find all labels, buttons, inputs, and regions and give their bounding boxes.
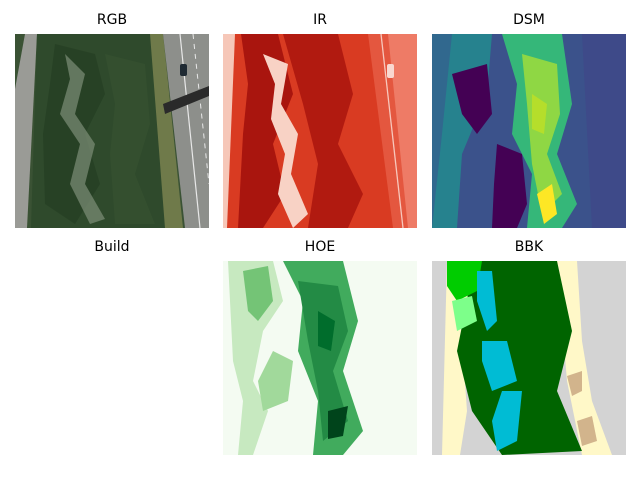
panel-title-build: Build [94, 239, 130, 255]
panel-title-bbk: BBK [514, 239, 544, 255]
dsm-image [432, 34, 626, 228]
build-image [15, 261, 209, 455]
panel-title-ir: IR [313, 12, 327, 28]
panel-title-hoe: HOE [304, 239, 336, 255]
panel-title-rgb: RGB [96, 12, 128, 28]
panel-title-dsm: DSM [513, 12, 545, 28]
rgb-image [15, 34, 209, 228]
hoe-image [223, 261, 417, 455]
ir-image [223, 34, 417, 228]
bbk-image [432, 261, 626, 455]
